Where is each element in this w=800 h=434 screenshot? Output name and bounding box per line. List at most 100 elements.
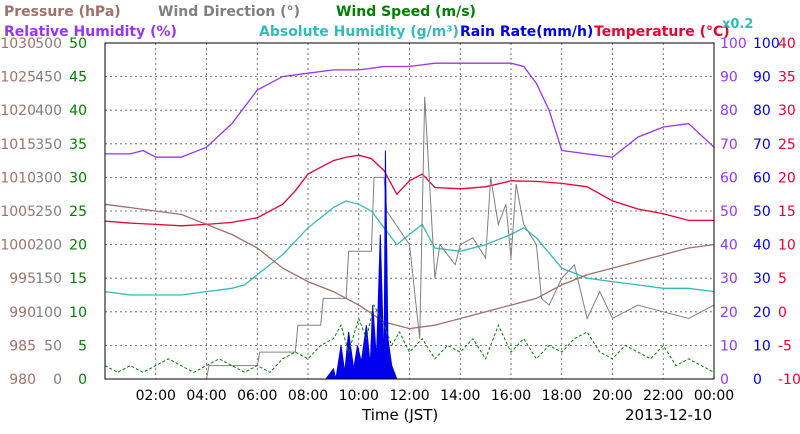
legend-entry: Pressure (hPa) — [4, 4, 121, 20]
x-tick-label: 16:00 — [491, 388, 531, 404]
series-line-temperature — [104, 154, 714, 227]
y-tick-label-pressure: 980 — [9, 372, 36, 388]
y-tick-label-pressure: 990 — [9, 305, 36, 321]
y-tick-label-relative-humidity: 100 — [720, 36, 747, 52]
x-axis-title: Time (JST) — [361, 406, 438, 424]
y-tick-label-wind-speed: 15 — [69, 271, 87, 287]
y-tick-label-wind-direction: 150 — [35, 271, 62, 287]
legend: Pressure (hPa) Wind Direction (°) Wind Spe… — [4, 4, 753, 40]
y-tick-label-wind-direction: 200 — [35, 238, 62, 254]
series-line-relative-humidity — [105, 62, 715, 158]
x-tick-label: 18:00 — [542, 388, 582, 404]
y-tick-label-pressure: 1005 — [0, 204, 36, 220]
y-tick-label-temperature: 25 — [778, 137, 796, 153]
y-tick-label-rain-rate: 100 — [753, 36, 780, 52]
y-tick-label-temperature: 30 — [778, 103, 796, 119]
x-tick-label: 12:00 — [389, 388, 429, 404]
x-tick-label: 06:00 — [237, 388, 277, 404]
legend-entry: Wind Speed (m/s) — [336, 4, 476, 20]
grid-lines — [105, 43, 714, 379]
y-tick-label-wind-direction: 350 — [35, 137, 62, 153]
y-tick-label-wind-direction: 500 — [35, 36, 62, 52]
y-tick-label-relative-humidity: 20 — [720, 305, 738, 321]
y-tick-label-wind-direction: 50 — [44, 338, 62, 354]
legend-entry: Temperature (°C) — [594, 24, 730, 40]
y-tick-label-temperature: 10 — [778, 238, 796, 254]
y-tick-label-temperature: 15 — [778, 204, 796, 220]
series-line-relative-humidity — [104, 200, 715, 296]
y-tick-label-temperature: -10 — [778, 372, 800, 388]
y-tick-label-wind-speed: 5 — [78, 338, 87, 354]
legend-entry: Rain Rate(mm/h) — [460, 24, 593, 40]
y-tick-label-pressure: 1020 — [0, 103, 36, 119]
y-tick-label-pressure: 1025 — [0, 70, 36, 86]
y-axis-labels: 1030102510201015101010051000995990985980… — [0, 36, 800, 388]
y-tick-label-temperature: 0 — [778, 305, 787, 321]
y-tick-label-pressure: 995 — [9, 271, 36, 287]
date-label: 2013-12-10 — [625, 406, 712, 424]
y-tick-label-rain-rate: 90 — [753, 70, 771, 86]
series-line-pressure — [104, 203, 715, 330]
y-tick-label-pressure: 1000 — [0, 238, 36, 254]
y-tick-label-wind-direction: 450 — [35, 70, 62, 86]
y-tick-label-wind-speed: 30 — [69, 170, 87, 186]
legend-entry: Absolute Humidity (g/m³) — [259, 24, 459, 40]
x-tick-label: 04:00 — [186, 388, 226, 404]
y-tick-label-wind-speed: 45 — [69, 70, 87, 86]
y-tick-label-pressure: 1015 — [0, 137, 36, 153]
y-tick-label-rain-rate: 10 — [753, 338, 771, 354]
plot-frame — [104, 42, 715, 380]
y-tick-label-pressure: 985 — [9, 338, 36, 354]
y-tick-label-wind-speed: 10 — [69, 305, 87, 321]
legend-entry: Wind Direction (°) — [158, 4, 300, 20]
y-tick-label-relative-humidity: 10 — [720, 338, 738, 354]
x-tick-label: 00:00 — [694, 388, 734, 404]
y-tick-label-pressure: 1030 — [0, 36, 36, 52]
series-area-rain-rate — [324, 150, 398, 380]
y-tick-label-rain-rate: 0 — [753, 372, 762, 388]
y-tick-label-relative-humidity: 50 — [720, 204, 738, 220]
series-layer — [104, 62, 715, 380]
y-tick-label-wind-speed: 40 — [69, 103, 87, 119]
series-line-wind-speed — [104, 303, 715, 373]
y-tick-label-rain-rate: 30 — [753, 271, 771, 287]
y-tick-label-pressure: 1010 — [0, 170, 36, 186]
y-tick-label-wind-direction: 400 — [35, 103, 62, 119]
y-tick-label-relative-humidity: 90 — [720, 70, 738, 86]
y-tick-label-wind-direction: 0 — [53, 372, 62, 388]
y-tick-label-temperature: 35 — [778, 70, 796, 86]
x-tick-label: 14:00 — [440, 388, 480, 404]
y-tick-label-relative-humidity: 60 — [720, 170, 738, 186]
y-tick-label-temperature: 20 — [778, 170, 796, 186]
y-tick-label-temperature: -5 — [778, 338, 792, 354]
series-line-wind-direction — [105, 96, 715, 380]
y-tick-label-rain-rate: 40 — [753, 238, 771, 254]
x-tick-label: 20:00 — [592, 388, 632, 404]
y-tick-label-rain-rate: 80 — [753, 103, 771, 119]
y-tick-label-temperature: 40 — [778, 36, 796, 52]
y-tick-label-wind-direction: 100 — [35, 305, 62, 321]
y-tick-label-relative-humidity: 40 — [720, 238, 738, 254]
y-tick-label-wind-speed: 25 — [69, 204, 87, 220]
x-tick-label: 10:00 — [339, 388, 379, 404]
x-tick-labels: 02:00 04:00 06:00 08:00 10:00 12:00 14:00 16:00… — [136, 388, 735, 404]
x-tick-label: 08:00 — [288, 388, 328, 404]
legend-entry: Relative Humidity (%) — [4, 24, 177, 40]
y-tick-label-wind-speed: 0 — [78, 372, 87, 388]
y-tick-label-wind-direction: 300 — [35, 170, 62, 186]
y-tick-label-wind-speed: 50 — [69, 36, 87, 52]
y-tick-label-wind-speed: 20 — [69, 238, 87, 254]
y-tick-label-temperature: 5 — [778, 271, 787, 287]
y-tick-label-relative-humidity: 70 — [720, 137, 738, 153]
y-tick-label-rain-rate: 60 — [753, 170, 771, 186]
y-tick-label-relative-humidity: 0 — [720, 372, 729, 388]
x-tick-label: 22:00 — [643, 388, 683, 404]
y-tick-label-relative-humidity: 30 — [720, 271, 738, 287]
y-tick-label-wind-speed: 35 — [69, 137, 87, 153]
y-tick-label-wind-direction: 250 — [35, 204, 62, 220]
y-tick-label-rain-rate: 50 — [753, 204, 771, 220]
y-tick-label-rain-rate: 20 — [753, 305, 771, 321]
y-tick-label-rain-rate: 70 — [753, 137, 771, 153]
